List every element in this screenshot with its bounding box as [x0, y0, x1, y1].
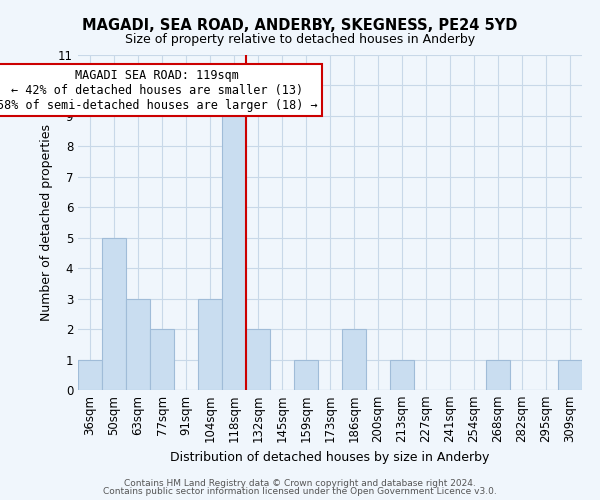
Text: MAGADI SEA ROAD: 119sqm
← 42% of detached houses are smaller (13)
58% of semi-de: MAGADI SEA ROAD: 119sqm ← 42% of detache… — [0, 68, 317, 112]
Bar — [102, 238, 126, 390]
Bar — [486, 360, 510, 390]
Bar — [222, 116, 246, 390]
Bar — [198, 298, 222, 390]
Bar — [126, 298, 150, 390]
Text: Size of property relative to detached houses in Anderby: Size of property relative to detached ho… — [125, 32, 475, 46]
Bar — [294, 360, 318, 390]
Bar — [150, 329, 174, 390]
Y-axis label: Number of detached properties: Number of detached properties — [40, 124, 53, 321]
Bar — [390, 360, 414, 390]
X-axis label: Distribution of detached houses by size in Anderby: Distribution of detached houses by size … — [170, 451, 490, 464]
Bar — [342, 329, 366, 390]
Bar — [246, 329, 270, 390]
Text: MAGADI, SEA ROAD, ANDERBY, SKEGNESS, PE24 5YD: MAGADI, SEA ROAD, ANDERBY, SKEGNESS, PE2… — [82, 18, 518, 32]
Bar — [78, 360, 102, 390]
Bar — [558, 360, 582, 390]
Text: Contains HM Land Registry data © Crown copyright and database right 2024.: Contains HM Land Registry data © Crown c… — [124, 478, 476, 488]
Text: Contains public sector information licensed under the Open Government Licence v3: Contains public sector information licen… — [103, 487, 497, 496]
